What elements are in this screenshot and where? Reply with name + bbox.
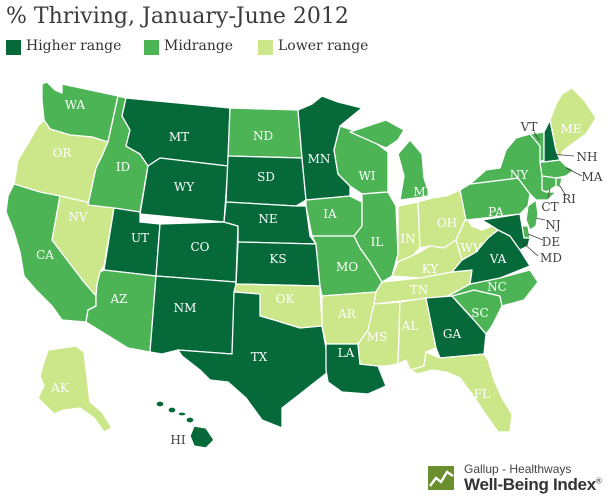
state-MA [539, 159, 575, 179]
label-SC: SC [471, 306, 488, 320]
leader-CT [547, 187, 551, 199]
state-shapes [5, 81, 597, 449]
label-TX: TX [251, 350, 268, 364]
logo-trademark: ® [595, 476, 602, 486]
logo-line2-text: Well-Being Index [464, 475, 596, 494]
label-WY: WY [174, 180, 195, 194]
us-state-map: WA OR CA NV ID MT WY UT AZ CO NM ND SD N… [5, 81, 603, 449]
label-VA: VA [489, 252, 507, 266]
state-TX [177, 291, 329, 429]
legend-swatch-lower [258, 40, 273, 55]
label-NJ: NJ [545, 218, 561, 232]
label-OK: OK [276, 292, 296, 306]
label-TN: TN [410, 283, 429, 297]
hawaii-island-big [189, 425, 215, 449]
label-IN: IN [400, 232, 415, 246]
state-IL [353, 191, 399, 283]
label-WI: WI [358, 169, 375, 183]
state-labels: WA OR CA NV ID MT WY UT AZ CO NM ND SD N… [36, 98, 603, 447]
hawaii-island-oahu [167, 406, 177, 414]
label-IL: IL [371, 235, 384, 249]
state-HI [155, 400, 215, 449]
label-LA: LA [338, 346, 355, 360]
label-OH: OH [437, 216, 457, 230]
state-SD [225, 155, 307, 207]
label-MO: MO [336, 260, 358, 274]
label-SD: SD [257, 170, 275, 184]
state-NJ [525, 199, 539, 231]
label-UT: UT [131, 231, 149, 245]
well-being-logo-icon [428, 466, 454, 490]
label-GA: GA [443, 327, 462, 341]
label-MN: MN [308, 152, 331, 166]
leader-MD [521, 241, 539, 257]
label-DE: DE [542, 235, 560, 249]
state-MI [349, 119, 431, 201]
legend-label-higher: Higher range [26, 38, 122, 54]
label-RI: RI [562, 192, 576, 206]
legend-label-lower: Lower range [278, 38, 369, 54]
hawaii-island-molokai [177, 411, 187, 417]
label-MT: MT [169, 130, 189, 144]
leader-lines [521, 131, 583, 257]
leader-VT [533, 131, 540, 141]
label-NH: NH [577, 150, 598, 164]
leader-DE [527, 233, 544, 241]
gallup-well-being-logo: Gallup - Healthways Well-Being Index® [426, 462, 606, 496]
label-NM: NM [174, 301, 197, 315]
label-NE: NE [258, 212, 277, 226]
label-HI: HI [170, 433, 185, 447]
leader-NJ [535, 217, 546, 221]
state-VT [529, 131, 545, 163]
label-WA: WA [65, 98, 86, 112]
label-KS: KS [269, 252, 286, 266]
label-NY: NY [510, 168, 530, 182]
state-NM [149, 275, 237, 355]
label-FL: FL [474, 387, 490, 401]
label-NC: NC [487, 280, 507, 294]
label-MA: MA [582, 170, 603, 184]
label-VT: VT [520, 120, 538, 134]
map-title: % Thriving, January-June 2012 [6, 4, 349, 29]
state-AK [37, 345, 113, 433]
label-OR: OR [53, 146, 73, 160]
label-WV: WV [461, 241, 482, 255]
legend-swatch-higher [6, 40, 21, 55]
label-MI: MI [413, 185, 430, 199]
logo-line2: Well-Being Index® [464, 475, 602, 495]
label-CT: CT [541, 200, 558, 214]
label-AK: AK [50, 381, 70, 395]
state-FL [409, 351, 513, 433]
state-RI [555, 177, 563, 189]
state-CT [541, 175, 557, 193]
legend-swatch-mid [144, 40, 159, 55]
label-AR: AR [337, 307, 357, 321]
label-CO: CO [190, 240, 209, 254]
hawaii-island-maui [185, 416, 195, 424]
label-NV: NV [68, 210, 88, 224]
label-ME: ME [560, 122, 581, 136]
label-MD: MD [540, 251, 562, 265]
state-MD [481, 213, 531, 251]
logo-line1: Gallup - Healthways [464, 462, 572, 476]
label-KY: KY [422, 262, 440, 276]
label-CA: CA [36, 248, 54, 262]
legend-label-mid: Midrange [164, 38, 234, 54]
leader-MA [565, 167, 583, 177]
label-ND: ND [253, 129, 273, 143]
leader-NH [550, 153, 575, 157]
label-PA: PA [488, 205, 504, 219]
leader-RI [559, 185, 567, 197]
label-IA: IA [323, 207, 337, 221]
label-AL: AL [401, 319, 419, 333]
label-AZ: AZ [109, 292, 127, 306]
label-MS: MS [367, 330, 388, 344]
hawaii-island-kauai [155, 400, 165, 408]
label-ID: ID [116, 160, 130, 174]
state-ME [549, 87, 597, 161]
